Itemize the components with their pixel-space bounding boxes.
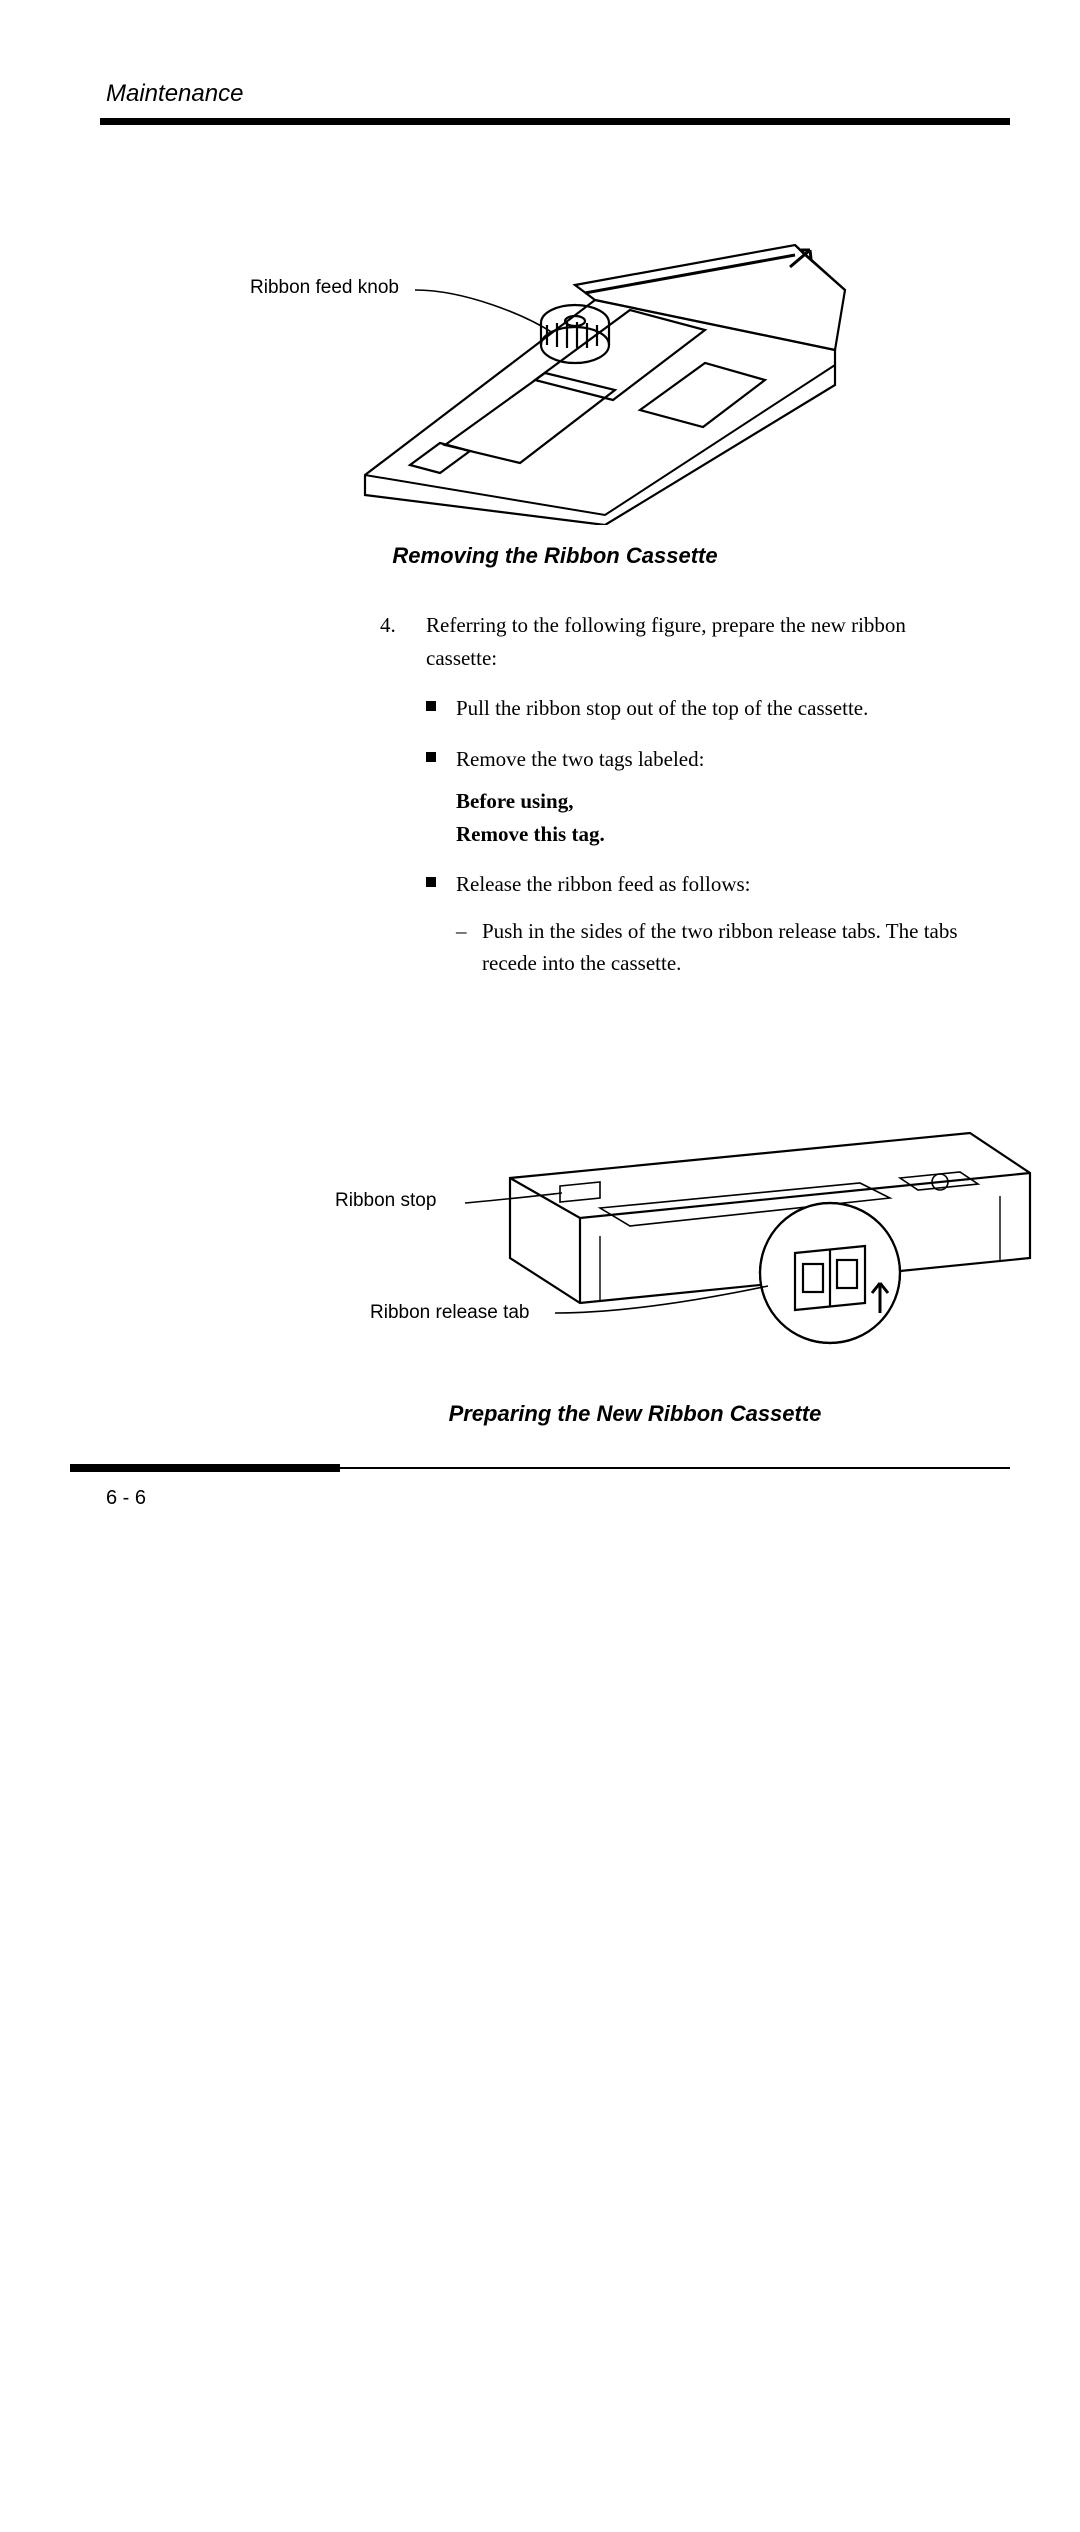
- figure-removing-cassette: Ribbon feed knob Removing the Ribbon Cas…: [100, 195, 1010, 569]
- figure-preparing-cassette: Ribbon stop Ribbon release tab Preparing…: [300, 1078, 1010, 1427]
- bullet-3-sub: Push in the sides of the two ribbon rele…: [456, 915, 970, 980]
- page-number: 6 - 6: [100, 1487, 1010, 1510]
- bullet-2-text: Remove the two tags labeled:: [456, 747, 704, 771]
- bullet-1: Pull the ribbon stop out of the top of t…: [426, 692, 970, 725]
- bullet-2-bold-2: Remove this tag.: [456, 818, 970, 851]
- bullet-2: Remove the two tags labeled: Before usin…: [426, 743, 970, 851]
- figure1-callout: Ribbon feed knob: [250, 277, 399, 298]
- bullet-3-text: Release the ribbon feed as follows:: [456, 872, 751, 896]
- bullet-3: Release the ribbon feed as follows: Push…: [426, 868, 970, 980]
- step-number: 4.: [380, 609, 404, 998]
- step-block: 4. Referring to the following figure, pr…: [380, 609, 970, 998]
- bullet-2-bold-1: Before using,: [456, 785, 970, 818]
- figure2-callout-1: Ribbon stop: [335, 1190, 436, 1211]
- figure2-callout-2: Ribbon release tab: [370, 1302, 530, 1323]
- footer-rule: [100, 1467, 1010, 1469]
- figure1-caption: Removing the Ribbon Cassette: [100, 543, 1010, 569]
- figure2-caption: Preparing the New Ribbon Cassette: [260, 1401, 1010, 1427]
- figure2-svg: Ribbon stop Ribbon release tab: [300, 1078, 1060, 1378]
- header-title: Maintenance: [100, 80, 1010, 108]
- step-intro: Referring to the following figure, prepa…: [426, 609, 970, 674]
- header-rule: [100, 118, 1010, 125]
- figure1-svg: Ribbon feed knob: [235, 195, 875, 525]
